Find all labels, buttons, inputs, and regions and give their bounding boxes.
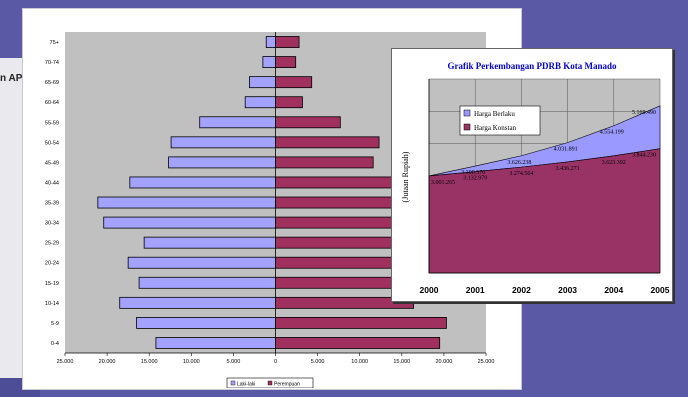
legend: Laki-laki Perempuan <box>226 377 314 388</box>
legend-swatch-harga-konstan <box>463 123 471 131</box>
bar-laki-laki <box>248 76 276 89</box>
y-tick-label: 5-9 <box>51 321 59 327</box>
bar-laki-laki <box>170 136 276 149</box>
x-tick-label: 5.000 <box>311 359 325 365</box>
data-label-harga-berlaku: 3.626.238 <box>507 160 531 166</box>
partial-slide-title: n API <box>0 73 26 84</box>
bar-laki-laki <box>103 216 276 229</box>
y-tick-label: 55-59 <box>45 120 59 126</box>
chart-title: Grafik Perkembangan PDRB Kota Manado <box>447 61 617 71</box>
legend-label-harga-konstan: Harga Konstan <box>474 124 517 132</box>
bar-perempuan <box>275 156 374 169</box>
y-tick-label: 50-54 <box>45 140 59 146</box>
x-tick-label: 10.000 <box>183 359 200 365</box>
bar-laki-laki <box>119 296 276 309</box>
legend: Harga Berlaku Harga Konstan <box>459 105 541 136</box>
legend-swatch-perempuan <box>267 380 273 386</box>
data-label-harga-berlaku: 4.554.199 <box>600 130 624 136</box>
bar-perempuan <box>275 76 313 89</box>
y-tick-label: 0-4 <box>51 341 59 347</box>
data-label-harga-berlaku: 4.031.891 <box>554 147 578 153</box>
data-label-harga-konstan: 3.844.230 <box>632 153 656 159</box>
bar-laki-laki <box>199 116 276 129</box>
legend-label-harga-berlaku: Harga Berlaku <box>474 110 515 118</box>
bar-laki-laki <box>143 236 276 249</box>
bar-perempuan <box>275 36 300 48</box>
x-tick-label: 20.000 <box>435 359 452 365</box>
bar-laki-laki <box>168 156 276 169</box>
y-tick-label: 30-34 <box>45 221 59 227</box>
x-tick-label: 2000 <box>420 285 439 295</box>
data-label-harga-konstan: 3.001.265 <box>431 180 455 186</box>
bar-perempuan <box>275 276 404 289</box>
x-tick-label: 25.000 <box>478 359 495 365</box>
legend-swatch-laki-laki <box>230 380 236 386</box>
data-label-harga-konstan: 3.132.979 <box>463 176 487 182</box>
x-tick-label: 15.000 <box>141 359 158 365</box>
bar-laki-laki <box>138 276 276 289</box>
x-tick-label: 2004 <box>604 285 623 295</box>
bar-perempuan <box>275 136 380 149</box>
legend-swatch-harga-berlaku <box>463 109 471 117</box>
bar-perempuan <box>275 116 341 129</box>
x-tick-label: 15.000 <box>393 359 410 365</box>
bar-perempuan <box>275 56 297 69</box>
data-label-harga-berlaku: 3.308.570 <box>461 170 485 176</box>
x-tick-label: 0 <box>274 359 277 365</box>
bar-laki-laki <box>127 256 276 269</box>
y-tick-label: 20-24 <box>45 261 59 267</box>
bar-perempuan <box>275 337 441 349</box>
y-tick-label: 45-49 <box>45 160 59 166</box>
data-label-harga-konstan: 3.274.564 <box>509 171 533 177</box>
legend-label-perempuan: Perempuan <box>274 382 300 388</box>
data-label-harga-konstan: 3.436.271 <box>556 166 580 172</box>
x-tick-label: 5.000 <box>227 359 241 365</box>
y-tick-label: 35-39 <box>45 201 59 207</box>
x-tick-label: 2005 <box>651 285 670 295</box>
y-tick-label: 15-19 <box>45 281 59 287</box>
bar-perempuan <box>275 176 407 189</box>
x-tick-label: 25.000 <box>57 359 74 365</box>
bar-laki-laki <box>155 337 276 349</box>
x-tick-label: 10.000 <box>351 359 368 365</box>
x-tick-label: 2003 <box>558 285 577 295</box>
bar-laki-laki <box>244 96 276 109</box>
y-tick-label: 75+ <box>50 40 59 46</box>
bar-laki-laki <box>136 316 276 329</box>
y-tick-label: 40-44 <box>45 180 59 186</box>
y-tick-label: 70-74 <box>45 60 59 66</box>
bar-laki-laki <box>97 196 276 209</box>
y-tick-label: 25-29 <box>45 241 59 247</box>
bar-perempuan <box>275 316 447 329</box>
y-tick-label: 60-64 <box>45 100 59 106</box>
pdrb-chart-panel: Grafik Perkembangan PDRB Kota Manado 3.30… <box>391 48 673 302</box>
bar-laki-laki <box>129 176 276 189</box>
y-tick-label: 10-14 <box>45 301 59 307</box>
x-tick-label: 2002 <box>512 285 531 295</box>
area-harga-konstan <box>428 148 661 274</box>
pdrb-area-chart: Grafik Perkembangan PDRB Kota Manado 3.30… <box>401 61 670 295</box>
bar-laki-laki <box>265 36 276 48</box>
data-label-harga-berlaku: 5.169.490 <box>632 110 656 116</box>
x-tick-label: 2001 <box>466 285 485 295</box>
y-axis-label: (Jutaan Rupiah) <box>401 151 410 202</box>
bar-perempuan <box>275 96 303 109</box>
x-tick-label: 20.000 <box>99 359 116 365</box>
legend-box <box>459 105 541 136</box>
legend-label-laki-laki: Laki-laki <box>237 382 255 388</box>
data-label-harga-konstan: 3.623.392 <box>602 160 626 166</box>
bar-laki-laki <box>262 56 276 69</box>
y-tick-label: 65-69 <box>45 80 59 86</box>
